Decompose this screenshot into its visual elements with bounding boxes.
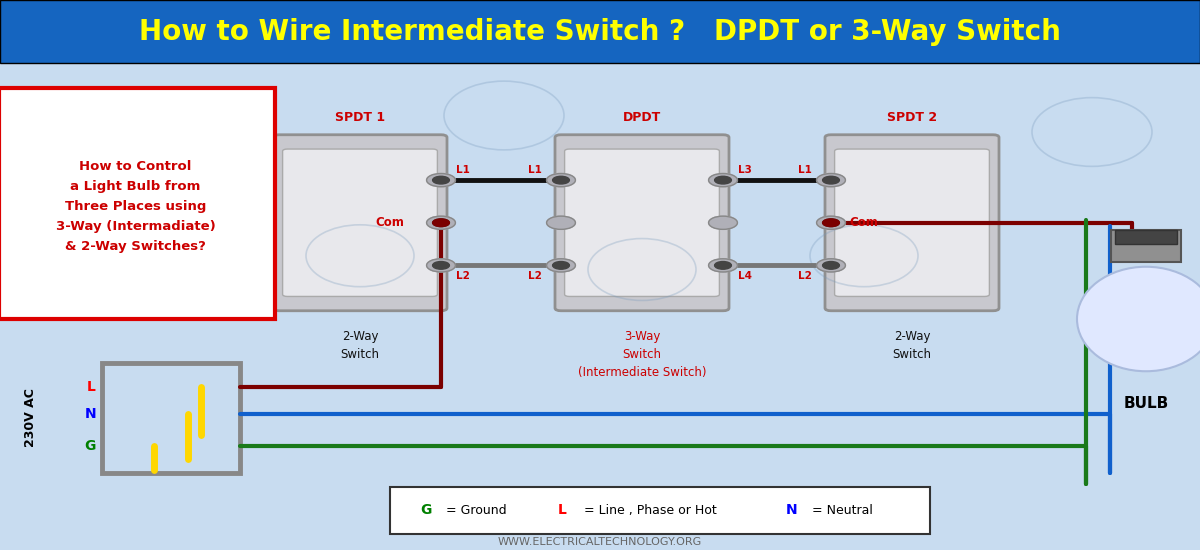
Text: L1: L1 xyxy=(528,165,541,175)
FancyBboxPatch shape xyxy=(1111,230,1181,262)
Text: L1: L1 xyxy=(456,165,469,175)
Text: = Line , Phase or Hot: = Line , Phase or Hot xyxy=(580,504,728,516)
Circle shape xyxy=(817,258,846,272)
Text: How to Wire Intermediate Switch ?   DPDT or 3-Way Switch: How to Wire Intermediate Switch ? DPDT o… xyxy=(139,18,1061,46)
Circle shape xyxy=(427,258,456,272)
Text: L4: L4 xyxy=(738,271,751,282)
FancyBboxPatch shape xyxy=(1116,230,1177,244)
Text: N: N xyxy=(84,406,96,421)
Text: 2-Way
Switch: 2-Way Switch xyxy=(893,330,931,361)
Text: How to Control
a Light Bulb from
Three Places using
3-Way (Intermadiate)
& 2-Way: How to Control a Light Bulb from Three P… xyxy=(55,160,216,253)
FancyBboxPatch shape xyxy=(0,0,1200,63)
Text: L: L xyxy=(88,380,96,394)
Circle shape xyxy=(823,219,840,227)
Circle shape xyxy=(715,261,732,270)
Circle shape xyxy=(553,261,570,270)
Circle shape xyxy=(823,261,840,270)
FancyBboxPatch shape xyxy=(835,149,989,296)
Text: = Neutral: = Neutral xyxy=(808,504,872,516)
Circle shape xyxy=(715,176,732,184)
FancyBboxPatch shape xyxy=(0,88,275,319)
Text: SPDT 2: SPDT 2 xyxy=(887,111,937,124)
Text: BULB: BULB xyxy=(1123,396,1169,411)
Text: L1: L1 xyxy=(798,165,811,175)
Circle shape xyxy=(547,258,576,272)
Text: L2: L2 xyxy=(456,271,469,282)
Text: L2: L2 xyxy=(528,271,541,282)
Circle shape xyxy=(553,176,570,184)
Circle shape xyxy=(433,219,449,227)
Circle shape xyxy=(547,216,576,229)
Text: WWW.ELECTRICALTECHNOLOGY.ORG: WWW.ELECTRICALTECHNOLOGY.ORG xyxy=(498,537,702,547)
FancyBboxPatch shape xyxy=(826,135,998,311)
Circle shape xyxy=(823,176,840,184)
Text: SPDT 1: SPDT 1 xyxy=(335,111,385,124)
Text: L2: L2 xyxy=(798,271,811,282)
Text: N: N xyxy=(786,503,798,517)
FancyBboxPatch shape xyxy=(554,135,730,311)
Circle shape xyxy=(817,216,846,229)
FancyBboxPatch shape xyxy=(565,149,720,296)
FancyBboxPatch shape xyxy=(390,487,930,534)
Circle shape xyxy=(547,174,576,187)
Circle shape xyxy=(823,219,840,227)
Text: 2-Way
Switch: 2-Way Switch xyxy=(341,330,379,361)
Ellipse shape xyxy=(1078,267,1200,371)
Text: = Ground: = Ground xyxy=(442,504,518,516)
Circle shape xyxy=(427,216,456,229)
Circle shape xyxy=(708,258,738,272)
Circle shape xyxy=(427,174,456,187)
Circle shape xyxy=(817,174,846,187)
Circle shape xyxy=(708,174,738,187)
Text: 230V AC: 230V AC xyxy=(24,388,36,448)
Text: Com: Com xyxy=(374,216,404,229)
Text: DPDT: DPDT xyxy=(623,111,661,124)
Circle shape xyxy=(433,261,449,270)
FancyBboxPatch shape xyxy=(274,135,446,311)
Text: L3: L3 xyxy=(738,165,751,175)
Text: G: G xyxy=(420,503,431,517)
Text: G: G xyxy=(85,438,96,453)
Circle shape xyxy=(708,216,738,229)
Circle shape xyxy=(433,176,449,184)
Text: L: L xyxy=(558,503,566,517)
FancyBboxPatch shape xyxy=(283,149,437,296)
Text: 3-Way
Switch
(Intermediate Switch): 3-Way Switch (Intermediate Switch) xyxy=(577,330,707,379)
Circle shape xyxy=(433,219,449,227)
Text: Com: Com xyxy=(850,216,878,229)
